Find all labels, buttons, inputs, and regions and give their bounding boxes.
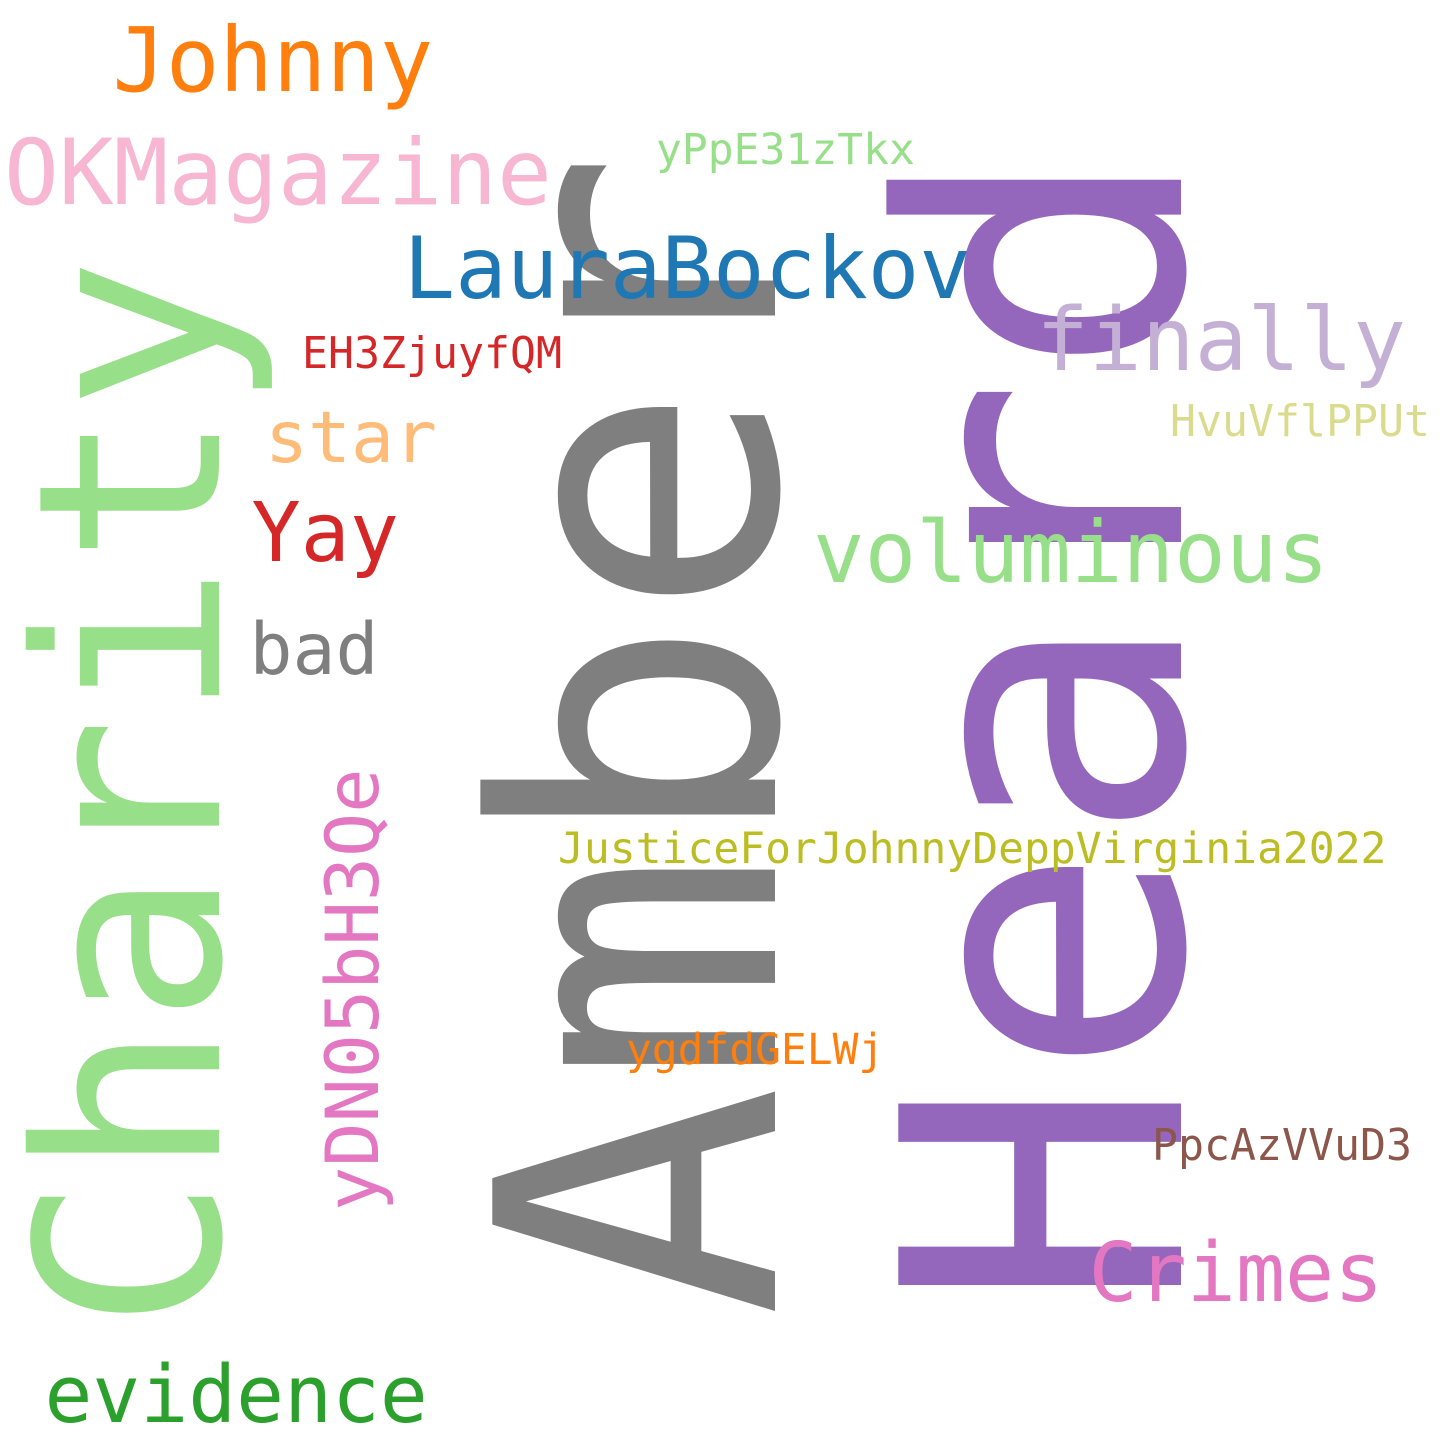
word-finally: finally [1036, 289, 1407, 391]
word-hvuvflppur: HvuVflPPUt [1170, 396, 1431, 447]
word-voluminous: voluminous [813, 503, 1329, 603]
word-yppe31ztkx: yPpE31zTkx [656, 124, 915, 175]
word-eh3zjuyfqm: EH3ZjuyfQM [302, 328, 563, 379]
word-amber: Amber [416, 150, 867, 1318]
word-bad: bad [249, 607, 379, 691]
word-okmagazine: OKMagazine [4, 120, 552, 226]
word-star: star [265, 395, 437, 479]
word-ydn05bh3qe: yDN05bH3Qe [311, 767, 396, 1211]
word-evidence: evidence [44, 1348, 428, 1440]
word-ppcazvvud3: PpcAzVVuD3 [1152, 1120, 1413, 1171]
word-ygdfdgelwj: ygdfdGELWj [626, 1024, 885, 1075]
word-johnny: Johnny [112, 9, 434, 112]
word-justicefor-hashtag: JusticeForJohnnyDeppVirginia2022 [558, 823, 1387, 874]
word-crimes: Crimes [1088, 1226, 1384, 1321]
word-charity: Charity [0, 257, 279, 1330]
word-yay: Yay [251, 486, 399, 581]
word-laurabockov: LauraBockov [403, 219, 971, 319]
